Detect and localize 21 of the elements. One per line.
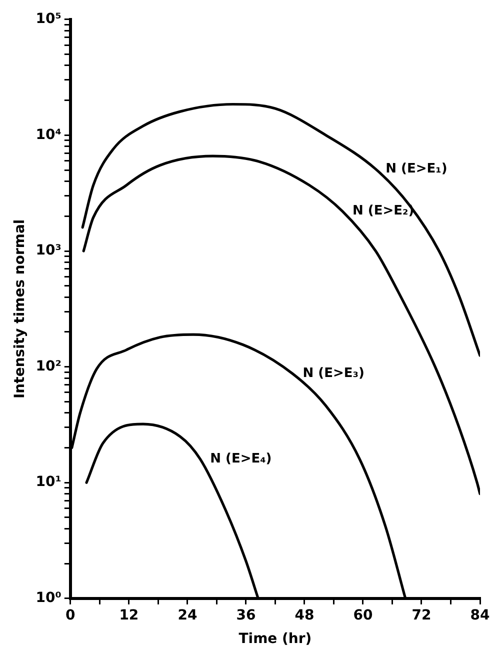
series-label: N (E>E₁) (386, 161, 448, 176)
y-tick-label: 10³ (36, 242, 62, 259)
x-tick-label: 48 (294, 607, 314, 624)
x-tick-label: 0 (66, 607, 76, 624)
y-tick-label: 10⁴ (36, 126, 62, 143)
x-tick-label: 72 (412, 607, 432, 624)
line-series (81, 102, 480, 357)
x-tick-label: 36 (236, 607, 256, 624)
y-tick-label: 10⁵ (36, 11, 62, 28)
x-tick-label: 60 (353, 607, 373, 624)
x-tick-label: 84 (470, 607, 490, 624)
series-label: N (E>E₃) (302, 366, 364, 382)
y-tick-label: 10⁰ (36, 590, 62, 606)
series-label: N (E>E₄) (210, 451, 272, 466)
line-series (82, 154, 480, 496)
y-tick-label: 10² (36, 358, 62, 374)
x-axis-title: Time (hr) (238, 631, 312, 648)
y-tick-label: 10¹ (36, 474, 62, 490)
y-axis-title: Intensity times normal (12, 219, 28, 399)
x-tick-label: 24 (178, 607, 198, 624)
x-tick-label: 12 (119, 607, 139, 624)
